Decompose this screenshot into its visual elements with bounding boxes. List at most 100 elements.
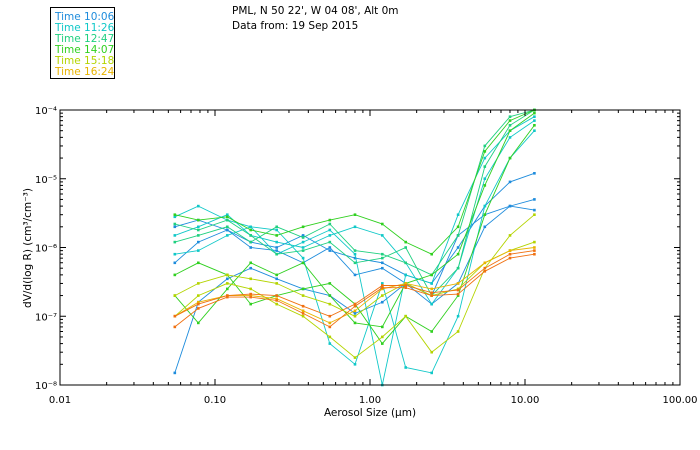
data-point: [275, 273, 278, 277]
data-point: [226, 228, 229, 232]
data-point: [430, 330, 433, 333]
y-tick-label: 10⁻⁴: [35, 106, 57, 117]
data-point: [173, 222, 177, 226]
data-point: [381, 266, 384, 270]
data-point: [249, 225, 252, 229]
legend-entry-1: Time 10:06: [55, 11, 115, 23]
data-point: [456, 246, 460, 249]
legend-entry-4: Time 14:07: [55, 44, 115, 56]
data-point: [226, 295, 229, 299]
data-point: [353, 309, 357, 313]
data-point: [456, 330, 460, 333]
data-point: [301, 240, 305, 244]
data-point: [533, 124, 536, 127]
data-point: [353, 273, 357, 277]
plot-frame: [59, 109, 681, 386]
data-point: [275, 225, 278, 229]
data-point: [381, 342, 384, 345]
axis-layer: 0.01 0.10 1.00 10.00 100.00 10⁻⁸ 10⁻⁷ 10⁻⁶ 10⁻⁵ 1…: [35, 106, 698, 406]
data-point: [197, 228, 200, 232]
data-point: [381, 256, 384, 260]
data-point: [173, 314, 177, 318]
data-point: [533, 246, 536, 249]
data-point: [275, 252, 278, 256]
data-point: [404, 366, 407, 369]
data-point: [533, 172, 536, 175]
data-point: [533, 198, 536, 201]
data-point: [328, 228, 332, 232]
data-point: [275, 282, 278, 285]
data-point: [508, 119, 512, 122]
data-point: [173, 273, 177, 277]
data-point: [249, 287, 252, 291]
data-point: [430, 252, 433, 256]
data-point: [249, 234, 252, 237]
data-point: [328, 314, 332, 318]
data-point: [301, 225, 305, 229]
legend-entry-3: Time 12:47: [55, 33, 115, 45]
data-point: [328, 342, 332, 345]
data-point: [249, 261, 252, 265]
series-16: [173, 252, 536, 329]
data-point: [226, 213, 229, 216]
data-point: [456, 225, 460, 229]
data-point: [483, 177, 487, 180]
data-point: [249, 302, 252, 306]
data-point: [173, 234, 177, 237]
data-point: [197, 307, 200, 310]
data-point: [353, 312, 357, 315]
data-point: [353, 314, 357, 318]
data-point: [533, 129, 536, 132]
data-point: [483, 144, 487, 148]
data-point: [173, 294, 177, 297]
legend: Time 10:06 Time 11:26 Time 12:47 Time 14…: [50, 7, 115, 79]
series-15: [173, 249, 536, 318]
data-point: [430, 294, 433, 297]
data-point: [381, 286, 384, 289]
data-point: [301, 312, 305, 315]
data-point: [226, 225, 229, 229]
data-point: [404, 286, 407, 289]
data-point: [483, 156, 487, 160]
data-point: [456, 213, 460, 216]
data-point: [404, 246, 407, 249]
data-point: [173, 371, 177, 375]
data-point: [275, 246, 278, 249]
data-point: [197, 204, 200, 208]
data-point: [533, 111, 536, 115]
data-point: [353, 213, 357, 216]
data-point: [249, 266, 252, 270]
data-point: [197, 282, 200, 285]
data-point: [381, 284, 384, 287]
data-point: [404, 240, 407, 244]
data-point: [483, 150, 487, 153]
data-point: [301, 234, 305, 237]
data-point: [483, 184, 487, 187]
data-point: [301, 294, 305, 297]
data-point: [483, 213, 487, 216]
data-point: [301, 309, 305, 313]
data-point: [226, 277, 229, 281]
data-point: [328, 222, 332, 226]
data-point: [173, 215, 177, 219]
data-point: [197, 240, 200, 244]
x-tick-label: 100.00: [663, 395, 698, 406]
data-point: [430, 291, 433, 294]
data-point: [381, 325, 384, 329]
data-point: [275, 294, 278, 297]
data-point: [328, 302, 332, 306]
x-tick-label: 0.01: [49, 395, 71, 406]
data-point: [173, 325, 177, 329]
data-point: [328, 234, 332, 237]
data-point: [197, 261, 200, 265]
data-point: [430, 302, 433, 306]
y-tick-label: 10⁻⁸: [35, 381, 57, 392]
data-point: [249, 295, 252, 299]
data-point: [173, 252, 177, 256]
data-point: [328, 282, 332, 285]
data-point: [328, 218, 332, 222]
data-point: [173, 240, 177, 244]
data-point: [430, 273, 433, 277]
data-point: [381, 282, 384, 285]
data-point: [301, 314, 305, 318]
